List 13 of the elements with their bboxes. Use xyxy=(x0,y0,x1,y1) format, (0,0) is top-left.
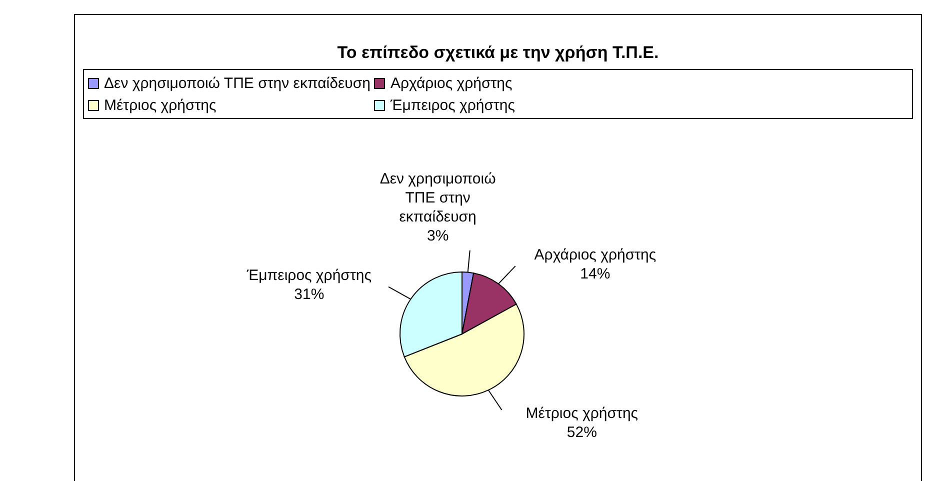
legend-label: Έμπειρος χρήστης xyxy=(390,96,515,114)
slice-label: Έμπειρος χρήστης xyxy=(246,266,372,284)
data-label: 3% xyxy=(426,227,449,244)
chart-title: Το επίπεδο σχετικά με την χρήση Τ.Π.Ε. xyxy=(336,43,660,63)
data-label: 31% xyxy=(294,286,324,303)
data-label: 14% xyxy=(580,266,610,283)
legend-label: Δεν χρησιμοποιώ ΤΠΕ στην εκπαίδευση xyxy=(104,74,370,92)
legend-label: Αρχάριος χρήστης xyxy=(390,74,512,92)
data-label: 52% xyxy=(566,424,597,442)
slice-label: Μέτριος χρήστης xyxy=(526,405,638,422)
slice-label: Αρχάριος χρήστης xyxy=(534,246,656,264)
legend-label: Μέτριος χρήστης xyxy=(104,96,216,114)
slice-label: Δεν χρησιμοποιώ ΤΠΕ στην εκπαίδευση xyxy=(380,170,496,226)
